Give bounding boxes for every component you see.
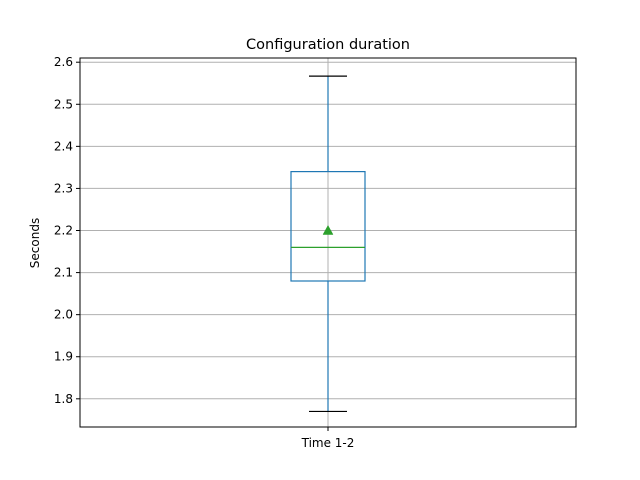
box-layer xyxy=(290,75,366,413)
x-tick-label: Time 1-2 xyxy=(301,436,355,450)
y-tick-label: 1.8 xyxy=(54,392,73,406)
mean-marker xyxy=(322,224,334,235)
axis-layer: 1.8 1.9 2.0 2.1 2.2 2.3 2.4 2.5 2.6 Time 1-2 xyxy=(54,55,354,450)
y-tick-label: 2.0 xyxy=(54,308,73,322)
y-tick-label: 2.2 xyxy=(54,224,73,238)
chart-title: Configuration duration xyxy=(246,37,410,53)
iqr-box xyxy=(290,171,366,282)
y-tick-label: 2.1 xyxy=(54,266,73,280)
y-tick-label: 2.3 xyxy=(54,181,73,195)
y-tick-label: 1.9 xyxy=(54,350,73,364)
y-tick-label: 2.4 xyxy=(54,139,73,153)
y-tick-label: 2.5 xyxy=(54,97,73,111)
y-axis-label: Seconds xyxy=(28,218,42,268)
y-tick-label: 2.6 xyxy=(54,55,73,69)
